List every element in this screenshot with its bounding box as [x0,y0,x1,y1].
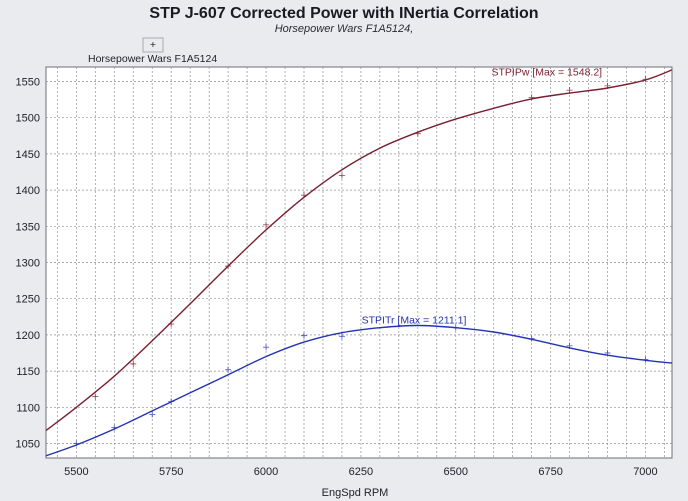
y-tick-label: 1500 [16,113,40,125]
legend-label: Horsepower Wars F1A5124 [88,53,217,65]
series-annotation: STPIPw [Max = 1548.2] [492,67,603,79]
y-tick-label: 1350 [16,221,40,233]
legend-marker-icon: + [150,39,156,51]
data-point [338,172,345,179]
data-point [73,440,80,447]
series-layer [45,69,673,457]
x-axis-label: EngSpd RPM [322,487,389,499]
series-annotation: STPITr [Max = 1211.1] [362,314,467,326]
data-point [168,321,175,328]
data-point [642,76,649,83]
data-point [566,342,573,349]
y-tick-label: 1150 [16,366,40,378]
grid [46,67,672,458]
x-tick-label: 6250 [349,466,373,478]
series-line-stpipw [45,69,673,432]
data-point [111,424,118,431]
data-point [225,263,232,270]
y-tick-label: 1100 [16,402,40,414]
x-tick-label: 6000 [254,466,278,478]
y-axis-ticks: 1050 1100 1150 1200 1250 1300 1350 1400 1450 1500… [16,76,40,450]
data-point [528,335,535,342]
data-point [263,221,270,228]
y-tick-label: 1400 [16,185,40,197]
series-stpitr [45,324,673,457]
data-point [168,398,175,405]
y-tick-label: 1550 [16,76,40,88]
y-tick-label: 1050 [16,439,40,451]
x-axis-ticks: 5500 5750 6000 6250 6500 6750 7000 [64,466,658,478]
data-point [92,393,99,400]
data-point [604,82,611,89]
data-point [604,350,611,357]
y-tick-label: 1200 [16,330,40,342]
data-point [528,94,535,101]
data-point [130,360,137,367]
y-tick-label: 1450 [16,149,40,161]
y-tick-label: 1250 [16,294,40,306]
series-line-stpitr [45,324,673,457]
data-point [149,411,156,418]
legend-marker-box [142,37,164,53]
data-point [642,356,649,363]
annotation-layer: STPIPw [Max = 1548.2] STPITr [Max = 1211.… [362,67,603,327]
x-tick-label: 6500 [444,466,468,478]
x-tick-label: 6750 [538,466,562,478]
data-point [452,324,459,331]
data-point [300,192,307,199]
legend: + Horsepower Wars F1A5124 [88,37,217,65]
data-point [566,87,573,94]
x-tick-label: 7000 [633,466,657,478]
series-stpipw [45,69,673,432]
x-tick-label: 5500 [64,466,88,478]
data-point [300,332,307,339]
data-point [414,130,421,137]
chart-subtitle: Horsepower Wars F1A5124, [275,23,414,35]
chart-title: STP J-607 Corrected Power with INertia C… [149,5,538,22]
data-point [338,333,345,340]
data-point [263,344,270,351]
x-tick-label: 5750 [159,466,183,478]
data-point [225,366,232,373]
y-tick-label: 1300 [16,258,40,270]
